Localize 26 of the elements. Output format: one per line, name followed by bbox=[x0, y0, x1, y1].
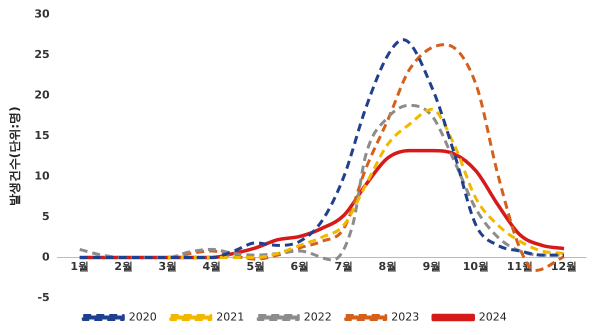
x-tick-label: 9월 bbox=[422, 260, 442, 273]
line-series bbox=[166, 108, 566, 260]
x-tick-label: 7월 bbox=[334, 260, 354, 273]
x-tick-label: 4월 bbox=[202, 260, 222, 273]
y-tick-label: 10 bbox=[34, 169, 50, 182]
x-tick-label: 6월 bbox=[290, 260, 310, 273]
legend-label: 2021 bbox=[216, 310, 244, 324]
y-tick-label: 5 bbox=[42, 210, 50, 223]
legend-label: 2020 bbox=[128, 310, 157, 324]
y-tick-label: 30 bbox=[34, 7, 50, 20]
legend-label: 2023 bbox=[391, 310, 420, 324]
x-tick-label: 5월 bbox=[246, 260, 266, 273]
legend-label: 2022 bbox=[304, 310, 332, 324]
y-tick-label: 25 bbox=[34, 48, 50, 61]
y-tick-label: 20 bbox=[34, 88, 50, 102]
y-tick-label: -5 bbox=[37, 290, 50, 304]
x-tick-label: 8월 bbox=[378, 260, 398, 273]
y-axis-title: 발생건수(단위:명) bbox=[7, 106, 22, 206]
x-tick-label: 1월 bbox=[70, 260, 90, 273]
legend-label: 2024 bbox=[478, 310, 507, 324]
y-tick-label: 15 bbox=[34, 128, 50, 142]
y-tick-label: 0 bbox=[42, 250, 50, 264]
x-tick-label: 10월 bbox=[462, 260, 490, 273]
x-tick-label: 3월 bbox=[158, 260, 178, 273]
x-tick-label: 2월 bbox=[114, 260, 134, 273]
x-tick-label: 12월 bbox=[550, 260, 578, 273]
